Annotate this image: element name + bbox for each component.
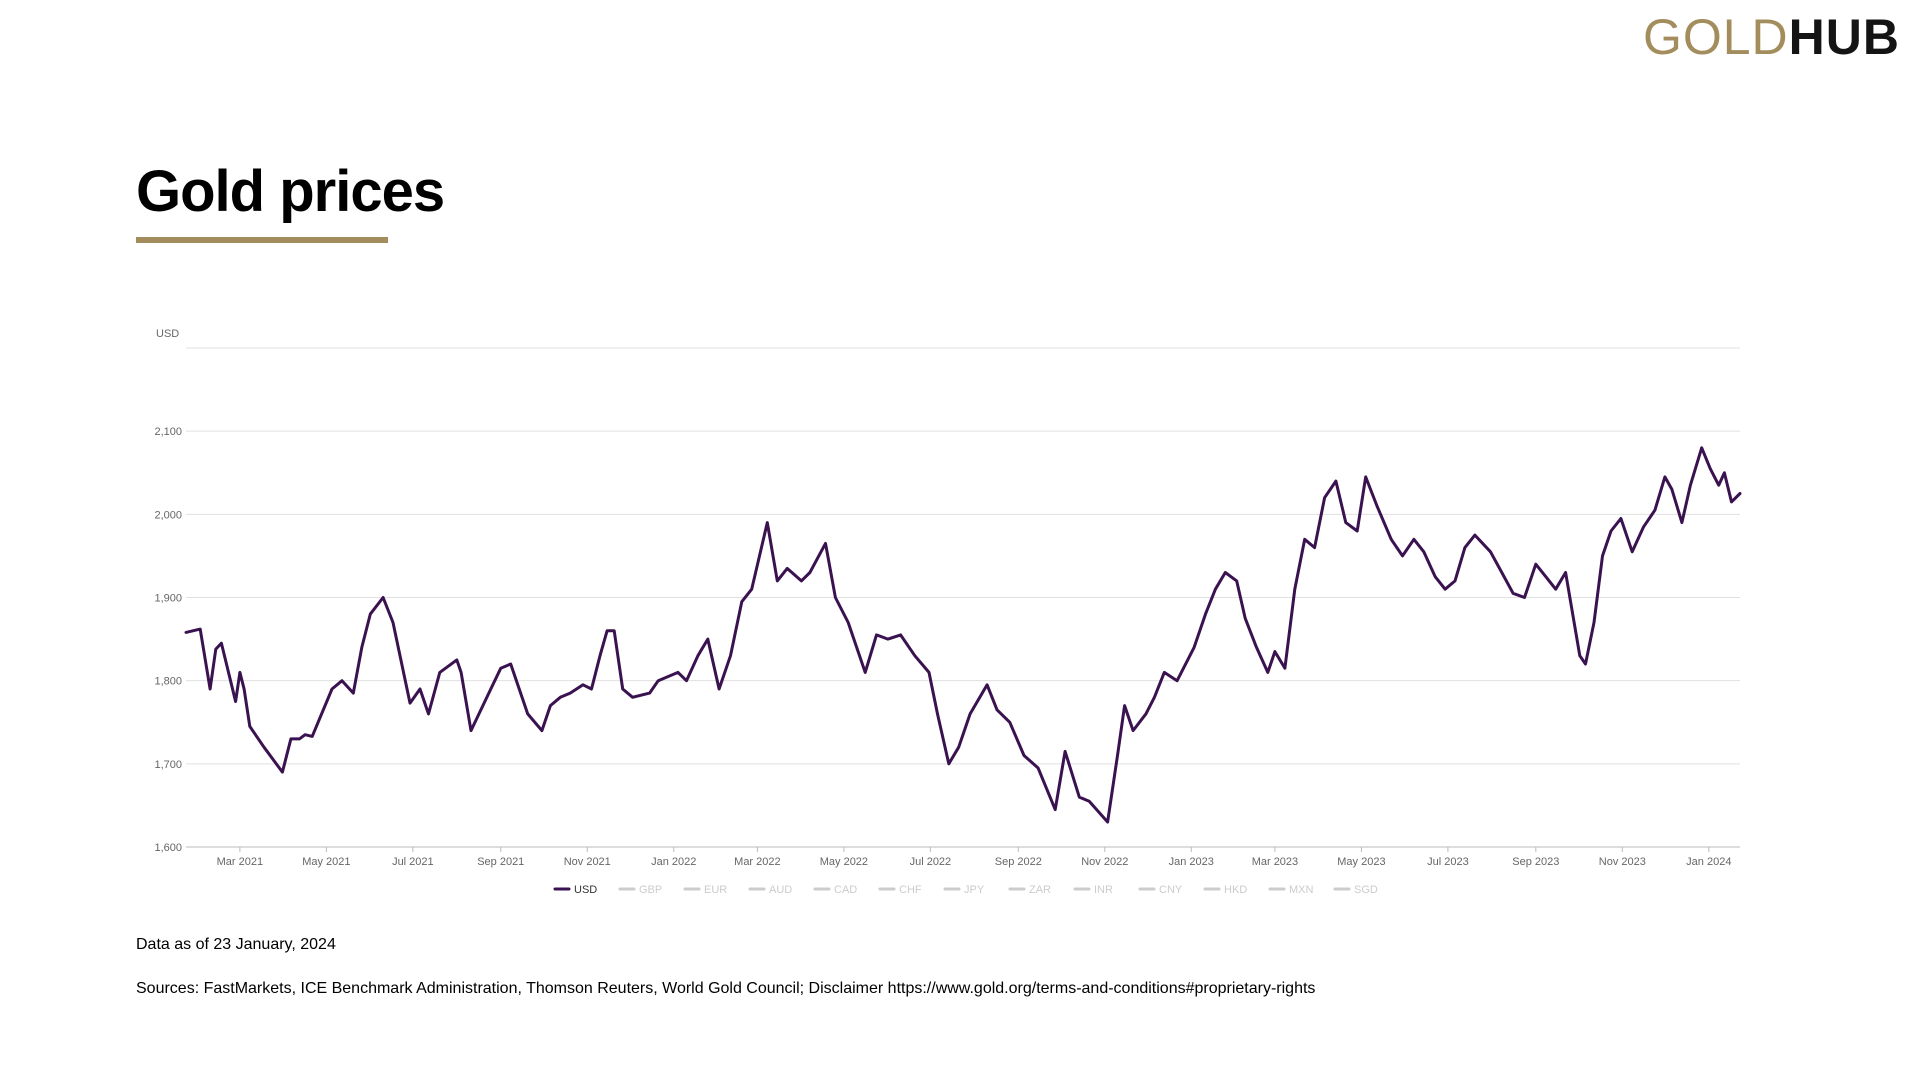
- y-axis-unit-label: USD: [156, 328, 179, 340]
- y-tick-label: 2,000: [154, 509, 182, 521]
- title-underline: [136, 237, 388, 243]
- gold-price-chart: USD 1,600 1,700 1,800 1,900 2,000 2,100 Mar 2…: [154, 328, 1742, 896]
- x-tick-label: Nov 2022: [1081, 856, 1128, 868]
- x-tick-label: Jan 2022: [651, 856, 696, 868]
- goldhub-logo[interactable]: GOLDHUB: [1643, 8, 1900, 66]
- legend-item-zar[interactable]: ZAR: [1029, 884, 1051, 896]
- legend-item-inr[interactable]: INR: [1094, 884, 1113, 896]
- x-tick-label: Nov 2021: [564, 856, 611, 868]
- legend-item-sgd[interactable]: SGD: [1354, 884, 1378, 896]
- x-tick-label: Mar 2022: [734, 856, 780, 868]
- x-tick-label: Jul 2022: [910, 856, 952, 868]
- legend-item-eur[interactable]: EUR: [704, 884, 727, 896]
- x-tick-label: Jul 2023: [1427, 856, 1469, 868]
- legend-item-jpy[interactable]: JPY: [964, 884, 985, 896]
- x-tick-label: Mar 2023: [1252, 856, 1298, 868]
- sources-note: Sources: FastMarkets, ICE Benchmark Admi…: [136, 980, 1316, 997]
- legend-item-cad[interactable]: CAD: [834, 884, 857, 896]
- legend-item-cny[interactable]: CNY: [1159, 884, 1183, 896]
- y-tick-label: 1,700: [154, 759, 182, 771]
- legend-item-mxn[interactable]: MXN: [1289, 884, 1314, 896]
- x-tick-label: Nov 2023: [1599, 856, 1646, 868]
- logo-gold-text: GOLD: [1642, 9, 1789, 65]
- y-tick-label: 1,600: [154, 842, 182, 854]
- series-line-usd: [184, 446, 1742, 824]
- page-title: Gold prices: [136, 159, 445, 224]
- y-tick-label: 1,900: [154, 593, 182, 605]
- legend-item-hkd[interactable]: HKD: [1224, 884, 1247, 896]
- y-tick-label: 2,100: [154, 426, 182, 438]
- x-tick-label: Jan 2024: [1686, 856, 1731, 868]
- x-tick-label: May 2023: [1337, 856, 1385, 868]
- logo-hub-text: HUB: [1788, 9, 1900, 65]
- y-tick-label: 1,800: [154, 676, 182, 688]
- x-tick-label: May 2021: [302, 856, 350, 868]
- series-group: [184, 446, 1742, 824]
- x-tick-label: May 2022: [820, 856, 868, 868]
- gridlines: [186, 347, 1740, 848]
- legend-item-usd[interactable]: USD: [574, 884, 597, 896]
- legend: USD GBP EUR AUD CAD CHF JPY ZAR INR CNY HKD MXN SGD: [553, 884, 1378, 896]
- x-tick-label: Sep 2023: [1512, 856, 1559, 868]
- legend-item-aud[interactable]: AUD: [769, 884, 792, 896]
- legend-item-chf[interactable]: CHF: [899, 884, 922, 896]
- data-as-of-note: Data as of 23 January, 2024: [136, 936, 336, 953]
- x-tick-label: Sep 2022: [995, 856, 1042, 868]
- x-tick-label: Jul 2021: [392, 856, 434, 868]
- x-tick-label: Mar 2021: [217, 856, 263, 868]
- y-axis-ticks: 1,600 1,700 1,800 1,900 2,000 2,100: [154, 426, 182, 854]
- legend-item-gbp[interactable]: GBP: [639, 884, 662, 896]
- x-tick-label: Jan 2023: [1169, 856, 1214, 868]
- x-tick-label: Sep 2021: [477, 856, 524, 868]
- x-axis-ticks: Mar 2021 May 2021 Jul 2021 Sep 2021 Nov 2021…: [217, 847, 1731, 868]
